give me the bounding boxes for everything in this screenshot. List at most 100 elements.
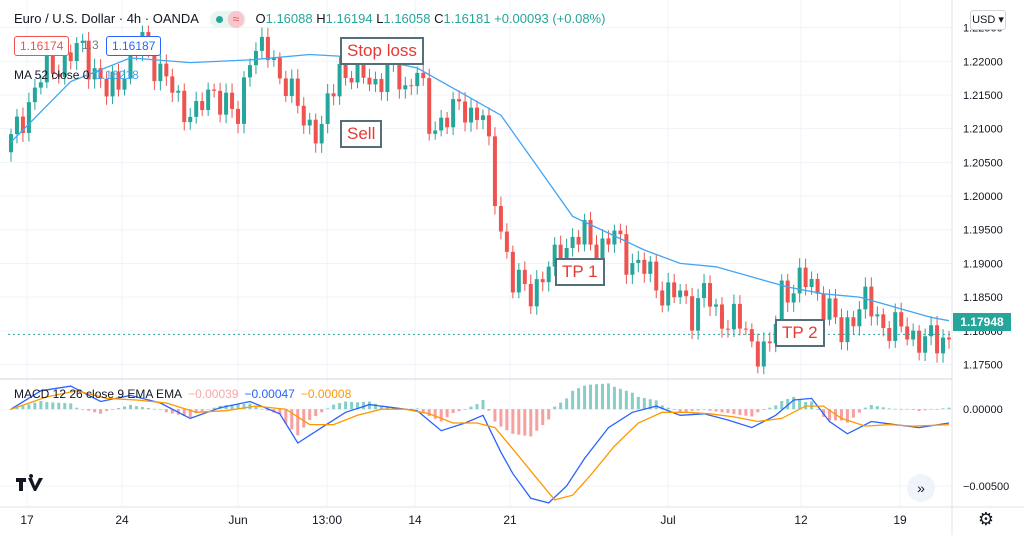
macd-histogram-bar <box>260 408 264 410</box>
buy-price-button[interactable]: 1.16187 <box>106 36 162 56</box>
macd-histogram-bar <box>899 409 903 410</box>
macd-histogram-bar <box>57 402 61 410</box>
candle-body <box>194 101 199 117</box>
time-tick-label: Jun <box>228 513 247 527</box>
macd-histogram-bar <box>786 398 790 410</box>
macd-histogram-bar <box>481 399 485 410</box>
candle-body <box>445 117 450 128</box>
macd-histogram-bar <box>451 409 455 414</box>
candle-body <box>779 280 784 324</box>
candle-body <box>660 290 665 306</box>
candle-body <box>122 78 127 90</box>
candle-body <box>397 55 402 90</box>
candle-body <box>92 68 97 80</box>
macd-tick-label: −0.00500 <box>963 481 1009 493</box>
macd-histogram-bar <box>320 409 324 413</box>
candle-body <box>648 261 653 274</box>
macd-histogram-bar <box>302 409 306 428</box>
price-tick-label: 1.19500 <box>963 225 1003 237</box>
macd-histogram-bar <box>535 409 539 431</box>
scroll-forward-icon[interactable]: » <box>907 474 935 502</box>
candle-body <box>128 47 133 79</box>
tradingview-logo-icon[interactable] <box>14 474 44 496</box>
candle-body <box>295 78 300 106</box>
time-tick-label: Jul <box>660 513 675 527</box>
candle-body <box>277 57 282 79</box>
candle-body <box>600 238 605 267</box>
macd-histogram-bar <box>774 405 778 410</box>
candle-body <box>415 72 420 87</box>
macd-histogram-bar <box>367 401 371 410</box>
candle-body <box>749 329 754 342</box>
candle-body <box>74 42 79 62</box>
candle-body <box>56 73 61 77</box>
sell-price-button[interactable]: 1.16174 <box>14 36 70 56</box>
macd-histogram-bar <box>69 403 73 410</box>
macd-histogram-bar <box>314 409 318 417</box>
gear-icon[interactable]: ⚙ <box>977 509 995 529</box>
macd-histogram-bar <box>875 406 879 410</box>
macd-histogram-bar <box>170 409 174 414</box>
macd-histogram-bar <box>678 409 682 413</box>
macd-histogram-bar <box>642 398 646 410</box>
macd-histogram-bar <box>445 409 449 418</box>
time-tick-label: 12 <box>794 513 808 527</box>
candle-body <box>188 116 193 123</box>
candle-body <box>821 293 826 320</box>
candle-body <box>301 105 306 126</box>
candle-body <box>32 87 37 103</box>
candle-body <box>170 76 175 93</box>
candle-body <box>731 303 736 330</box>
macd-histogram-bar <box>63 403 67 410</box>
macd-histogram-bar <box>756 409 760 413</box>
candle-body <box>325 93 330 124</box>
candle-body <box>534 279 539 307</box>
currency-select[interactable]: USD ▾ <box>970 10 1006 30</box>
candle-body <box>230 92 235 109</box>
macd-histogram-bar <box>816 409 820 410</box>
macd-histogram-bar <box>158 409 162 410</box>
candle-body <box>457 99 462 102</box>
candle-body <box>480 115 485 120</box>
macd-histogram-bar <box>242 403 246 410</box>
macd-histogram-bar <box>391 407 395 410</box>
macd-legend[interactable]: MACD 12 26 close 9 EMA EMA −0.00039 −0.000… <box>14 387 352 401</box>
candle-body <box>803 267 808 288</box>
candle-body <box>206 89 211 111</box>
status-badge[interactable]: ≈ <box>209 11 246 29</box>
ma-legend[interactable]: MA 52 close 0 1.16218 <box>14 68 139 82</box>
macd-histogram-bar <box>182 409 186 416</box>
candle-body <box>935 325 940 354</box>
ma-line <box>10 53 950 322</box>
candle-body <box>313 119 318 144</box>
candle-body <box>839 317 844 343</box>
macd-histogram-bar <box>571 390 575 410</box>
candle-body <box>409 85 414 87</box>
macd-histogram-bar <box>117 407 121 410</box>
symbol-title[interactable]: Euro / U.S. Dollar · 4h · OANDA <box>14 11 199 26</box>
macd-histogram-bar <box>947 407 951 410</box>
candle-body <box>212 89 217 91</box>
macd-histogram-bar <box>421 409 425 413</box>
tp1-annotation: TP 1 <box>555 258 605 286</box>
signal-line <box>10 390 950 501</box>
candle-body <box>218 90 223 115</box>
candle-body <box>486 115 491 137</box>
candle-body <box>708 283 713 307</box>
macd-histogram-bar <box>385 406 389 410</box>
macd-histogram-bar <box>851 409 855 418</box>
candle-body <box>289 78 294 97</box>
candle-body <box>421 72 426 79</box>
macd-histogram-bar <box>529 409 533 437</box>
macd-histogram-bar <box>146 407 150 410</box>
macd-histogram-bar <box>111 409 115 410</box>
time-tick-label: 24 <box>115 513 129 527</box>
macd-histogram-bar <box>714 409 718 412</box>
macd-histogram-bar <box>595 384 599 410</box>
candle-body <box>265 36 270 61</box>
macd-histogram-bar <box>511 409 515 434</box>
macd-histogram-bar <box>541 409 545 426</box>
candle-body <box>690 296 695 331</box>
candle-body <box>504 231 509 252</box>
